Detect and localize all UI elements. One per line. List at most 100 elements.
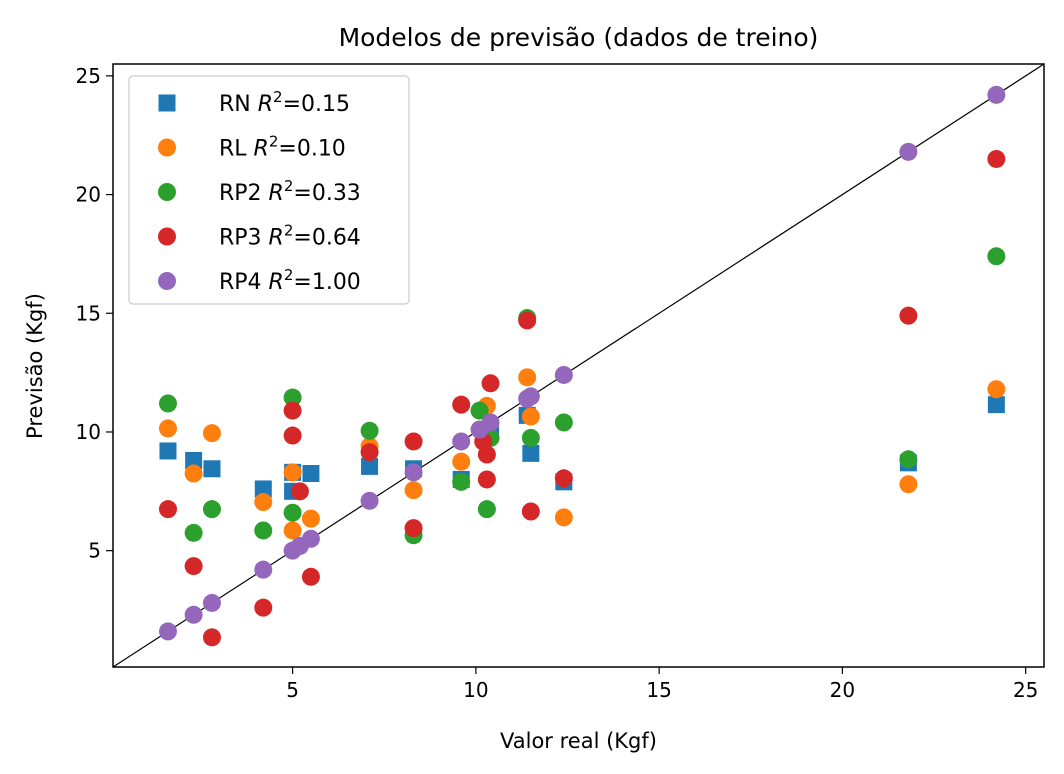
scatter-points: [158, 85, 1006, 647]
data-point: [290, 482, 309, 501]
data-point: [518, 368, 537, 387]
data-point: [202, 424, 221, 443]
x-tick-label: 20: [830, 678, 855, 702]
data-point: [481, 374, 500, 393]
y-axis-label: Previsão (Kgf): [23, 293, 47, 439]
y-tick-label: 10: [76, 420, 101, 444]
data-point: [521, 387, 540, 406]
data-point: [301, 509, 320, 528]
data-point: [158, 394, 177, 413]
data-point: [470, 401, 489, 420]
data-point: [477, 500, 496, 519]
data-point: [521, 428, 540, 447]
data-point: [554, 365, 573, 384]
data-point: [184, 464, 203, 483]
data-point: [283, 463, 302, 482]
y-tick-label: 5: [88, 539, 101, 563]
legend-marker: [158, 272, 176, 290]
data-point: [554, 469, 573, 488]
data-point: [202, 628, 221, 647]
legend-marker: [158, 94, 176, 112]
legend-marker: [158, 227, 176, 246]
data-point: [404, 519, 423, 538]
data-point: [554, 413, 573, 432]
data-point: [521, 502, 540, 521]
data-point: [554, 508, 573, 527]
y-tick-label: 15: [76, 301, 101, 325]
legend-box: [128, 75, 410, 305]
data-point: [987, 149, 1006, 168]
legend-entry: RP2 R2=0.33: [219, 177, 361, 206]
legend-entry: RL R2=0.10: [219, 133, 346, 162]
data-point: [283, 401, 302, 420]
data-point: [184, 557, 203, 576]
legend-marker: [158, 138, 176, 157]
x-tick-label: 10: [463, 678, 488, 702]
data-point: [254, 493, 273, 512]
x-axis-label: Valor real (Kgf): [500, 729, 657, 753]
data-point: [158, 622, 177, 641]
chart-title: Modelos de previsão (dados de treino): [339, 23, 819, 52]
data-point: [184, 605, 203, 624]
data-point: [521, 407, 540, 426]
data-point: [404, 481, 423, 500]
legend-entry: RN R2=0.15: [219, 88, 350, 117]
data-point: [283, 521, 302, 540]
data-point: [987, 380, 1006, 399]
data-point: [452, 432, 471, 451]
data-point: [254, 560, 273, 579]
data-point: [159, 442, 177, 460]
data-point: [283, 388, 302, 407]
data-point: [522, 444, 540, 462]
series-rp3: [158, 149, 1006, 647]
data-point: [360, 491, 379, 510]
data-point: [254, 521, 273, 540]
data-point: [361, 457, 379, 475]
data-point: [452, 452, 471, 471]
data-point: [477, 470, 496, 489]
data-point: [899, 475, 918, 494]
data-point: [404, 463, 423, 482]
x-tick-label: 25: [1013, 678, 1038, 702]
data-point: [452, 472, 471, 491]
data-point: [302, 465, 320, 483]
legend-entry: RP4 R2=1.00: [219, 266, 361, 295]
axis-ticks: 5 10 15 20 25 5 10 15 20 25: [76, 64, 1039, 702]
data-point: [283, 503, 302, 522]
legend: RN R2=0.15 RL R2=0.10 RP2 R2=0.33 RP3 R2=0.…: [128, 75, 410, 305]
data-point: [301, 567, 320, 586]
data-point: [158, 419, 177, 438]
data-point: [184, 523, 203, 542]
data-point: [899, 142, 918, 161]
data-point: [518, 311, 537, 330]
data-point: [899, 306, 918, 325]
data-point: [158, 500, 177, 519]
data-point: [301, 529, 320, 548]
x-tick-label: 5: [286, 678, 299, 702]
data-point: [283, 426, 302, 445]
data-point: [452, 395, 471, 414]
data-point: [899, 450, 918, 469]
data-point: [987, 396, 1005, 414]
data-point: [254, 480, 272, 498]
plot-frame: [112, 63, 1045, 668]
y-tick-label: 20: [76, 183, 101, 207]
data-point: [404, 432, 423, 451]
data-point: [202, 593, 221, 612]
data-point: [202, 500, 221, 519]
legend-entry: RP3 R2=0.64: [219, 222, 361, 251]
legend-marker: [158, 183, 176, 201]
series-rp4: [158, 85, 1006, 641]
data-point: [477, 445, 496, 464]
series-rp2: [158, 247, 1006, 545]
data-point: [360, 421, 379, 440]
data-point: [254, 598, 273, 617]
data-point: [185, 451, 203, 469]
data-point: [203, 460, 221, 478]
data-point: [360, 443, 379, 462]
data-point: [987, 85, 1006, 104]
y-tick-label: 25: [76, 64, 101, 88]
data-point: [987, 247, 1006, 266]
x-tick-label: 15: [646, 678, 671, 702]
